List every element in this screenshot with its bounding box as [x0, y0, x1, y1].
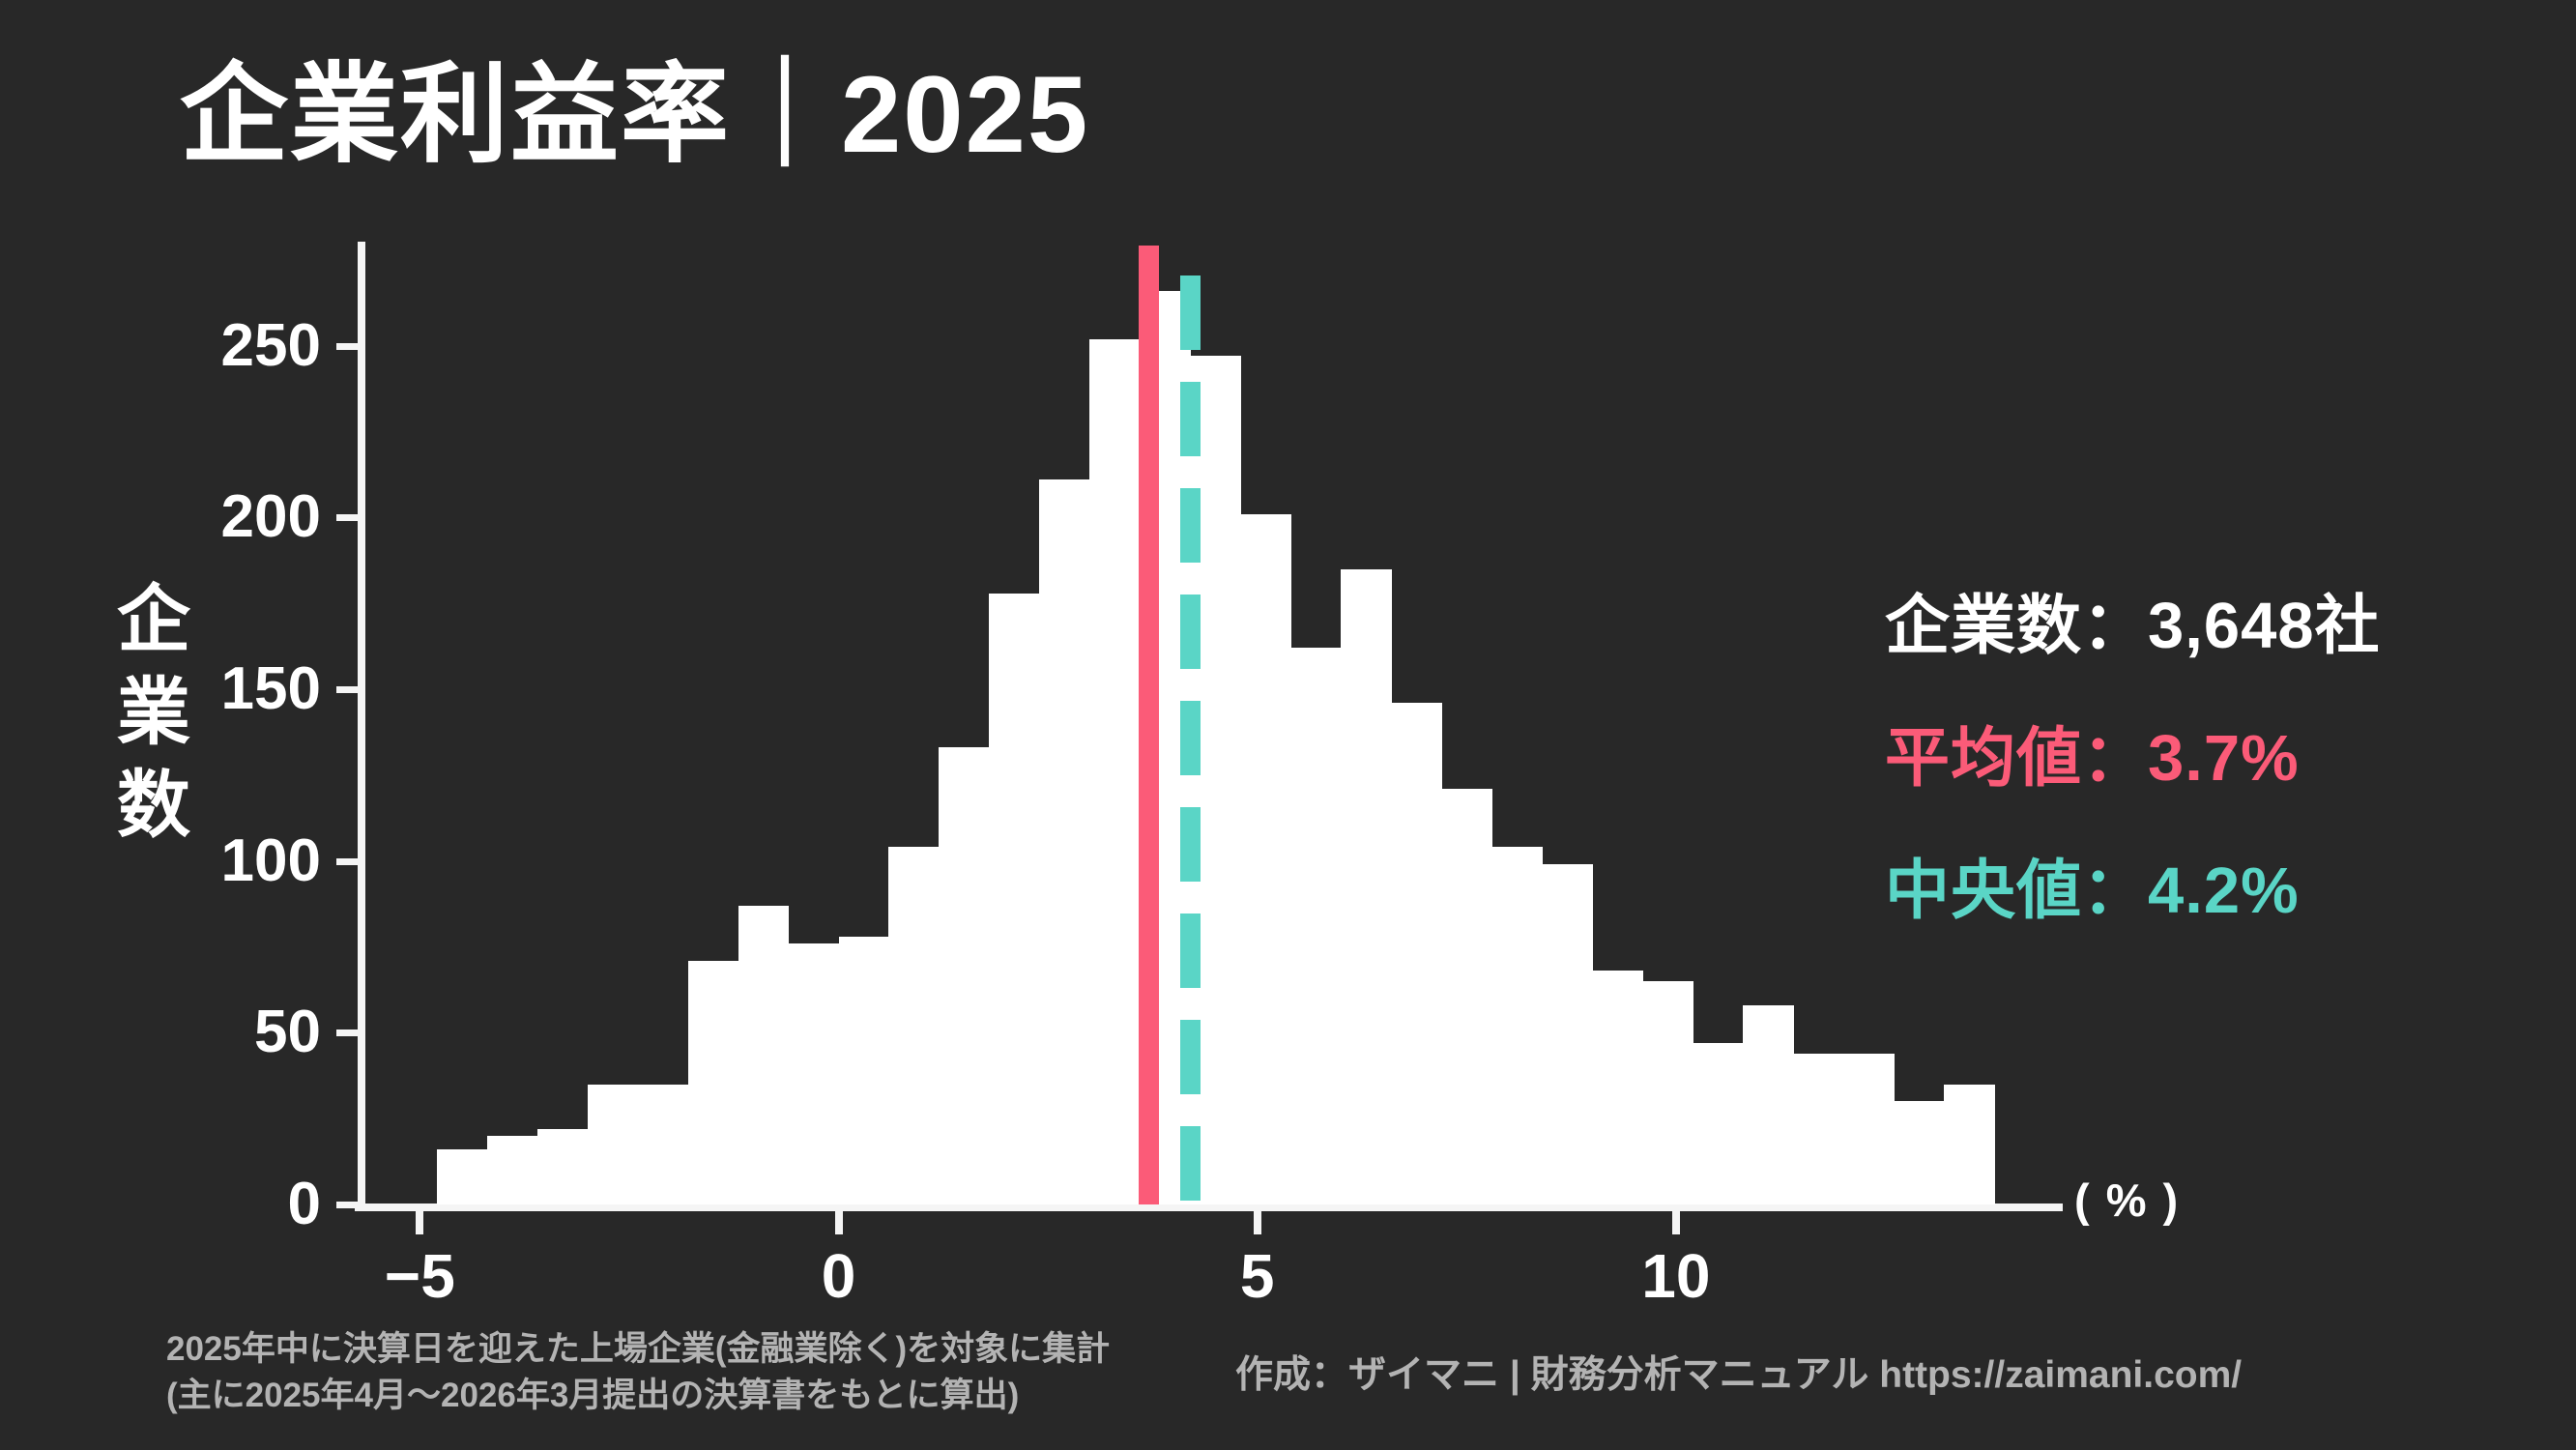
histogram-bar — [687, 960, 739, 1204]
histogram-bar — [989, 593, 1041, 1204]
histogram-bar — [1642, 981, 1694, 1204]
histogram-bar — [1592, 971, 1644, 1204]
x-tick-label: −5 — [384, 1241, 455, 1311]
page-title: 企業利益率｜2025 — [180, 54, 1090, 175]
y-tick-mark — [336, 686, 358, 694]
x-tick-mark — [834, 1211, 843, 1234]
histogram-bar — [1843, 1053, 1895, 1204]
histogram-bar — [637, 1084, 689, 1204]
histogram-bar — [1542, 864, 1594, 1204]
histogram-bar — [1693, 1043, 1744, 1204]
stat-mean-value: 平均値：3.7% — [1885, 722, 2300, 795]
y-tick-label: 150 — [220, 655, 321, 723]
y-tick-mark — [336, 1030, 358, 1037]
histogram-bar — [838, 936, 890, 1204]
y-tick-label: 50 — [254, 999, 321, 1066]
y-tick-label: 0 — [287, 1171, 321, 1237]
histogram-bar — [1089, 338, 1142, 1204]
x-tick-label: 10 — [1641, 1241, 1711, 1311]
x-tick-mark — [416, 1211, 424, 1234]
histogram-bar — [436, 1149, 488, 1204]
histogram-bar — [1039, 479, 1091, 1204]
histogram-bar — [1944, 1084, 1995, 1204]
histogram-bar — [1240, 513, 1292, 1204]
histogram-bar — [587, 1084, 639, 1204]
histogram-bar — [888, 847, 941, 1204]
y-axis-title-char: 業 — [117, 672, 190, 754]
footnote-line-2: (主に2025年4月～2026年3月提出の決算書をもとに算出) — [166, 1377, 1020, 1414]
histogram-bar — [1491, 847, 1544, 1204]
y-axis-title-char: 数 — [117, 765, 190, 847]
y-tick-mark — [336, 342, 358, 350]
histogram-bar — [486, 1135, 538, 1204]
histogram-bar — [1341, 568, 1393, 1204]
histogram-bar — [536, 1128, 589, 1204]
histogram-bar — [1391, 703, 1443, 1204]
credit-line: 作成：ザイマニ | 財務分析マニュアル https://zaimani.com/ — [1235, 1354, 2243, 1396]
histogram-bar — [1793, 1053, 1844, 1204]
x-axis-line — [355, 1204, 2063, 1211]
x-tick-label: 0 — [821, 1241, 856, 1311]
histogram-bar — [1894, 1101, 1945, 1204]
footnote-line-1: 2025年中に決算日を迎えた上場企業(金融業除く)を対象に集計 — [166, 1330, 1111, 1368]
x-axis-unit-label: ( % ) — [2074, 1174, 2181, 1226]
histogram-bar — [939, 747, 991, 1204]
histogram-bar — [738, 905, 790, 1204]
histogram-bar — [1290, 648, 1343, 1204]
histogram-bar — [1441, 789, 1493, 1204]
y-tick-label: 100 — [220, 826, 321, 894]
y-tick-mark — [336, 1202, 358, 1208]
x-tick-mark — [1253, 1211, 1261, 1234]
stat-company-count: 企業数：3,648社 — [1885, 590, 2381, 662]
histogram-bar — [1743, 1004, 1794, 1204]
y-tick-mark — [336, 857, 358, 865]
y-tick-label: 200 — [220, 483, 321, 551]
x-tick-mark — [1671, 1211, 1680, 1234]
y-tick-mark — [336, 514, 358, 522]
stat-median-value: 中央値：4.2% — [1885, 855, 2300, 927]
y-axis-title-char: 企 — [117, 579, 190, 661]
y-tick-label: 250 — [220, 311, 321, 379]
y-axis-line — [358, 242, 365, 1211]
median-line — [1179, 276, 1201, 1204]
histogram-bar — [788, 942, 840, 1204]
y-axis-title: 企業数 — [108, 574, 199, 853]
x-tick-label: 5 — [1239, 1241, 1275, 1311]
mean-line — [1138, 246, 1159, 1204]
